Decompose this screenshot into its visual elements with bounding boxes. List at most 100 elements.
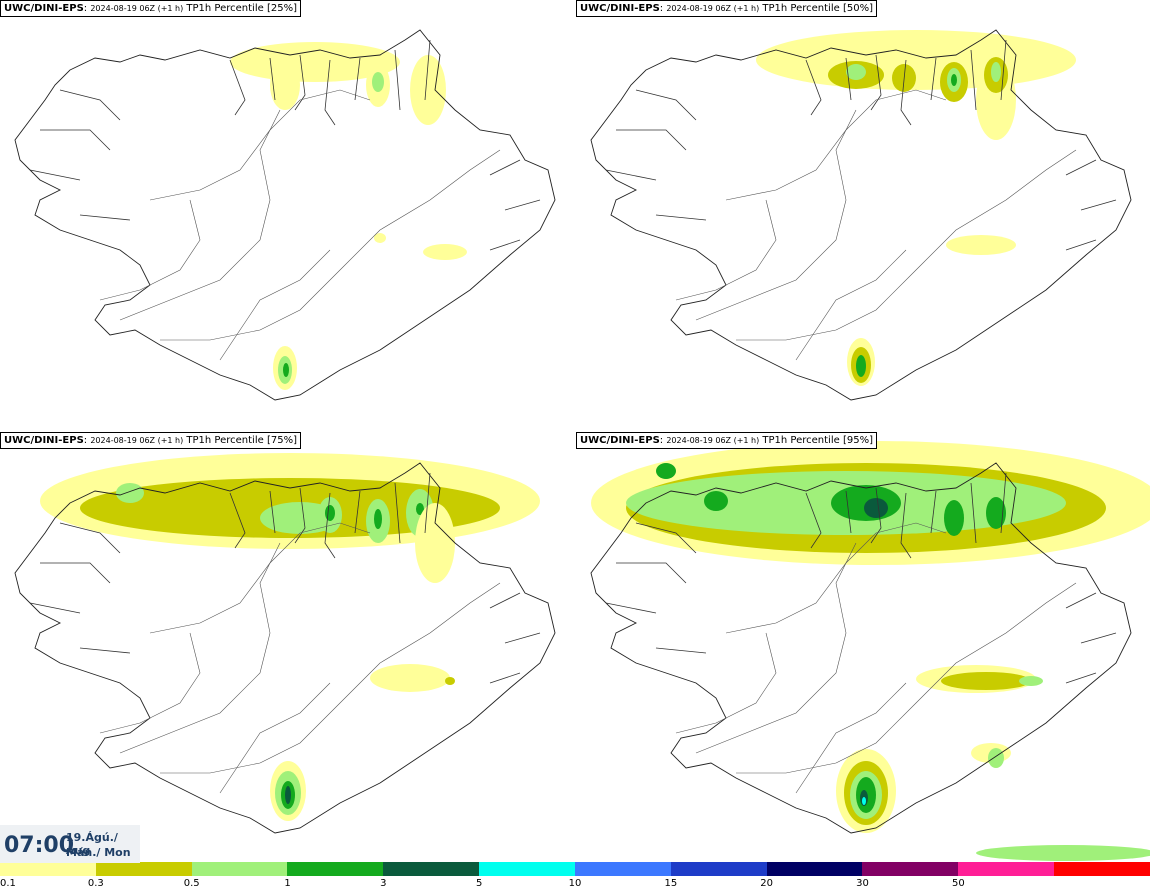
legend-swatch: [383, 862, 480, 876]
legend-tick-label: 20: [760, 878, 774, 889]
precip-area: [941, 672, 1031, 690]
precip-field: [40, 453, 540, 821]
panel-title: UWC/DINI-EPS: 2024-08-19 06Z (+1 h) TP1h…: [576, 0, 877, 17]
precip-map: [590, 441, 1150, 861]
fjord-line: [1000, 39, 1007, 101]
fjord-line: [489, 672, 521, 684]
legend-swatches: [0, 862, 1150, 876]
precip-area: [374, 233, 386, 243]
fjord-line: [79, 214, 131, 221]
precip-map: [14, 29, 556, 401]
legend-swatch: [1054, 862, 1150, 876]
fjord-line: [870, 487, 882, 544]
fjord-line: [294, 487, 306, 544]
fjord-line: [605, 169, 657, 181]
coastline: [14, 29, 556, 401]
fjord-line: [635, 89, 697, 121]
fjord-line: [805, 492, 822, 549]
precip-area: [116, 483, 144, 503]
road-line: [795, 249, 907, 361]
fjord-line: [324, 492, 336, 559]
fjord-line: [655, 647, 707, 654]
fjord-line: [504, 632, 541, 644]
precip-area: [416, 503, 424, 515]
fjord-line: [394, 49, 401, 111]
precip-area: [946, 235, 1016, 255]
road-line: [725, 89, 947, 201]
fjord-line: [970, 49, 977, 111]
precip-area: [756, 30, 1076, 90]
legend-swatch: [670, 862, 767, 876]
road-line: [219, 249, 331, 361]
precip-area: [864, 498, 888, 518]
precip-area: [862, 797, 866, 805]
road-line: [695, 542, 857, 754]
fjord-line: [79, 647, 131, 654]
fjord-line: [1000, 472, 1007, 534]
fjord-line: [489, 239, 521, 251]
legend-tick-label: 15: [664, 878, 678, 889]
precip-map: [14, 453, 556, 834]
map-panel-p95: UWC/DINI-EPS: 2024-08-19 06Z (+1 h) TP1h…: [576, 432, 1150, 862]
road-line: [675, 199, 777, 301]
legend-tick-label: 10: [568, 878, 582, 889]
road-line: [736, 582, 1077, 774]
legend-tick-label: 0.1: [0, 878, 16, 889]
fjord-line: [324, 59, 336, 126]
road-line: [160, 149, 501, 341]
road-line: [149, 522, 371, 634]
legend-tick-label: 0.3: [87, 878, 104, 889]
fjord-line: [29, 169, 81, 181]
precip-map: [590, 29, 1132, 401]
fjord-line: [354, 490, 361, 534]
precip-area: [445, 677, 455, 685]
valid-date-line2: Mán./ Mon: [66, 846, 131, 859]
fjord-line: [635, 522, 697, 554]
road-line: [160, 582, 501, 774]
legend-tick-label: 0.5: [183, 878, 200, 889]
panel-title: UWC/DINI-EPS: 2024-08-19 06Z (+1 h) TP1h…: [0, 432, 301, 449]
legend-swatch: [95, 862, 192, 876]
fjord-line: [900, 492, 912, 559]
fjord-line: [605, 602, 657, 614]
precip-area: [374, 509, 382, 529]
precip-area: [951, 74, 957, 86]
legend-swatch: [287, 862, 384, 876]
precip-area: [285, 786, 291, 804]
precip-area: [944, 500, 964, 536]
fjord-line: [40, 562, 111, 584]
precip-area: [656, 463, 676, 479]
fjord-line: [616, 129, 687, 151]
fjord-line: [1065, 592, 1097, 609]
fjord-line: [354, 57, 361, 101]
color-legend: 0.1 0.3 0.5 1 3 5 10 15 20 30 50: [0, 862, 1150, 891]
precip-area: [704, 491, 728, 511]
coastline: [590, 29, 1132, 401]
legend-swatch: [766, 862, 863, 876]
valid-date-line1: 19.Ágú./ Aug: [66, 831, 118, 857]
road-line: [99, 632, 201, 734]
fjord-line: [655, 214, 707, 221]
precip-area: [1019, 676, 1043, 686]
precip-area: [410, 55, 446, 125]
road-line: [149, 89, 371, 201]
precip-area: [846, 64, 866, 80]
precip-area: [270, 60, 300, 110]
precip-field: [756, 30, 1076, 386]
legend-swatch: [479, 862, 575, 876]
fjord-line: [424, 472, 431, 534]
fjord-line: [229, 59, 246, 116]
fjord-line: [59, 522, 121, 554]
fjord-line: [970, 482, 977, 544]
fjord-line: [930, 490, 937, 534]
fjord-line: [424, 39, 431, 101]
fjord-line: [489, 592, 521, 609]
fjord-line: [845, 57, 852, 101]
precip-field: [591, 441, 1150, 861]
legend-tick-label: 3: [380, 878, 387, 889]
fjord-line: [40, 129, 111, 151]
fjord-line: [1065, 672, 1097, 684]
road-line: [675, 632, 777, 734]
fjord-line: [1080, 199, 1117, 211]
fjord-line: [394, 482, 401, 544]
